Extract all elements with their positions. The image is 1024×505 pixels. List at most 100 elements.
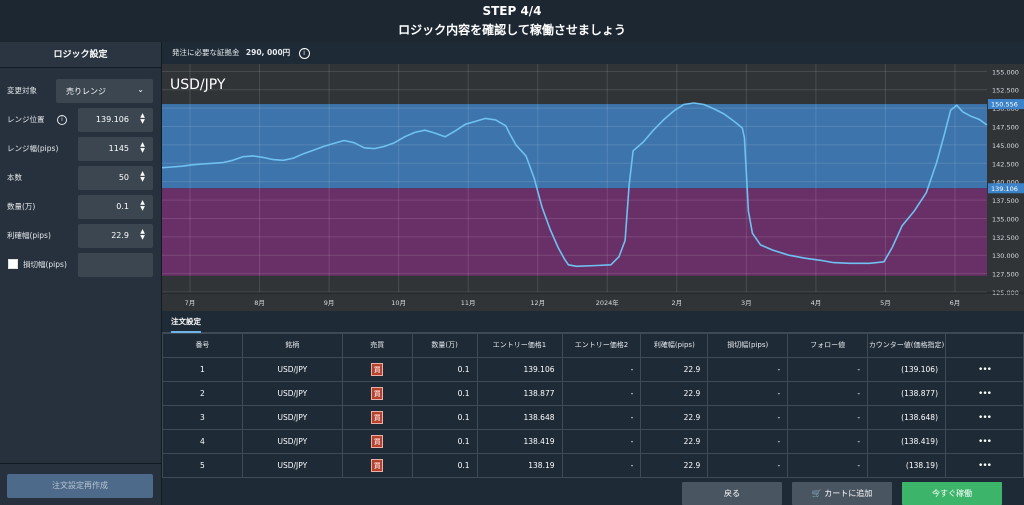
stop-loss: - xyxy=(707,405,789,430)
y-tick-label: 150.000 xyxy=(992,105,1019,113)
info-icon[interactable]: i xyxy=(298,47,310,59)
symbol: USD/JPY xyxy=(241,381,343,406)
counter-value: (138.19) xyxy=(867,453,947,478)
field-count: 本数 50 ▲ ▼ xyxy=(0,166,162,190)
info-icon[interactable]: i xyxy=(57,115,67,125)
field-label: 利確幅(pips) xyxy=(7,231,51,240)
run-now-button[interactable]: 今すぐ稼働 xyxy=(902,482,1002,505)
lower-price-tag xyxy=(988,183,1024,194)
side: 買 xyxy=(341,429,413,454)
stop-loss: - xyxy=(707,429,789,454)
back-button[interactable]: 戻る xyxy=(682,482,782,505)
entry-price-2: - xyxy=(561,405,642,430)
table-row: 5 USD/JPY 買 0.1 138.19-22.9- - (138.19) ••• xyxy=(162,453,1024,478)
col-header: エントリー価格2 xyxy=(561,333,642,358)
order-no: 4 xyxy=(162,429,243,454)
divider xyxy=(0,463,162,464)
side: 買 xyxy=(341,405,413,430)
side: 買 xyxy=(341,381,413,406)
field-stop-loss: 損切幅(pips) xyxy=(0,253,162,277)
stop-loss: - xyxy=(707,381,789,406)
target-select[interactable]: 売りレンジ ⌄ xyxy=(56,79,153,103)
input-value: 50 xyxy=(118,173,129,182)
spinner-icon[interactable]: ▲ ▼ xyxy=(140,199,145,212)
buy-badge: 買 xyxy=(371,435,384,448)
counter-value: (138.877) xyxy=(867,381,947,406)
input-value: 1145 xyxy=(108,144,129,153)
y-tick-label: 155.000 xyxy=(992,68,1019,76)
margin-info: 発注に必要な証拠金 290, 000円 i xyxy=(172,47,310,59)
more-options-icon[interactable]: ••• xyxy=(978,364,992,375)
orders-table: 番号 銘柄 売買 数量(万) エントリー価格1 エントリー価格2 利確幅(pip… xyxy=(162,333,1024,478)
add-to-cart-button[interactable]: 🛒 カートに追加 xyxy=(792,482,892,505)
more-options-icon[interactable]: ••• xyxy=(978,412,992,423)
order-settings-tab[interactable]: 注文設定 xyxy=(162,311,1024,333)
counter-value: (138.419) xyxy=(867,429,947,454)
x-tick-label: 7月 xyxy=(185,299,196,307)
quantity-input[interactable]: 0.1 ▲ ▼ xyxy=(78,195,153,219)
price-line xyxy=(162,102,988,268)
order-no: 1 xyxy=(162,357,243,382)
sell-range-band xyxy=(162,104,987,189)
quantity: 0.1 xyxy=(411,453,478,478)
follow-value: - xyxy=(787,429,869,454)
range-position-input[interactable]: 139.106 ▲ ▼ xyxy=(78,108,153,132)
panel-title: ロジック設定 xyxy=(0,42,161,68)
input-value: 0.1 xyxy=(116,202,129,211)
field-label: 損切幅(pips) xyxy=(23,260,67,269)
more-options-icon[interactable]: ••• xyxy=(978,436,992,447)
side: 買 xyxy=(341,357,413,382)
stop-loss: - xyxy=(707,357,789,382)
spinner-icon[interactable]: ▲ ▼ xyxy=(140,170,145,183)
field-label: 変更対象 xyxy=(7,86,37,95)
count-input[interactable]: 50 ▲ ▼ xyxy=(78,166,153,190)
upper-price-tag xyxy=(988,99,1024,110)
quantity: 0.1 xyxy=(411,381,478,406)
chart-title: USD/JPY xyxy=(170,77,226,93)
table-row: 1 USD/JPY 買 0.1 139.106-22.9- - (139.106) ••• xyxy=(162,357,1024,382)
logic-settings-panel: ロジック設定 変更対象 売りレンジ ⌄ レンジ位置 i 139.106 ▲ ▼ レ… xyxy=(0,42,162,505)
range-width-input[interactable]: 1145 ▲ ▼ xyxy=(78,137,153,161)
y-tick-label: 137.500 xyxy=(992,197,1019,205)
stop-loss-checkbox[interactable] xyxy=(8,259,18,269)
input-value: 22.9 xyxy=(111,231,129,240)
tab-label: 注文設定 xyxy=(171,316,201,333)
stop-loss: - xyxy=(707,453,789,478)
spinner-icon[interactable]: ▲ ▼ xyxy=(140,228,145,241)
side: 買 xyxy=(341,453,413,478)
table-row: 3 USD/JPY 買 0.1 138.648-22.9- - (138.648) ••• xyxy=(162,405,1024,430)
buy-range-band xyxy=(162,188,987,276)
row-menu: ••• xyxy=(945,381,1024,406)
y-tick-label: 130.000 xyxy=(992,252,1019,260)
symbol: USD/JPY xyxy=(241,405,343,430)
col-header: 売買 xyxy=(341,333,413,358)
symbol: USD/JPY xyxy=(241,429,343,454)
spinner-icon[interactable]: ▲ ▼ xyxy=(140,141,145,154)
recreate-orders-button[interactable]: 注文設定再作成 xyxy=(7,474,153,498)
take-profit: 22.9 xyxy=(640,357,709,382)
x-tick-label: 5月 xyxy=(880,299,891,307)
more-options-icon[interactable]: ••• xyxy=(978,460,992,471)
more-options-icon[interactable]: ••• xyxy=(978,388,992,399)
field-quantity: 数量(万) 0.1 ▲ ▼ xyxy=(0,195,162,219)
field-target: 変更対象 売りレンジ ⌄ xyxy=(0,79,162,103)
take-profit-input[interactable]: 22.9 ▲ ▼ xyxy=(78,224,153,248)
row-menu: ••• xyxy=(945,405,1024,430)
quantity: 0.1 xyxy=(411,429,478,454)
entry-price-1: 138.648 xyxy=(476,405,563,430)
field-label: 数量(万) xyxy=(7,202,36,211)
upper-price-tag-label: 150.556 xyxy=(991,101,1018,109)
x-tick-label: 2月 xyxy=(671,299,682,307)
buy-badge: 買 xyxy=(371,459,384,472)
field-label: レンジ位置 xyxy=(7,115,45,124)
step-indicator: STEP 4/4 xyxy=(482,4,542,18)
chevron-down-icon: ⌄ xyxy=(137,85,144,94)
input-value: 139.106 xyxy=(95,115,129,124)
col-header xyxy=(945,333,1024,358)
stop-loss-input[interactable] xyxy=(78,253,153,277)
col-header: エントリー価格1 xyxy=(476,333,563,358)
take-profit: 22.9 xyxy=(640,405,709,430)
price-chart: 155.000 152.500 150.000 147.500 145.000 142.5… xyxy=(162,64,1024,326)
spinner-icon[interactable]: ▲ ▼ xyxy=(140,112,145,125)
counter-value: (139.106) xyxy=(867,357,947,382)
